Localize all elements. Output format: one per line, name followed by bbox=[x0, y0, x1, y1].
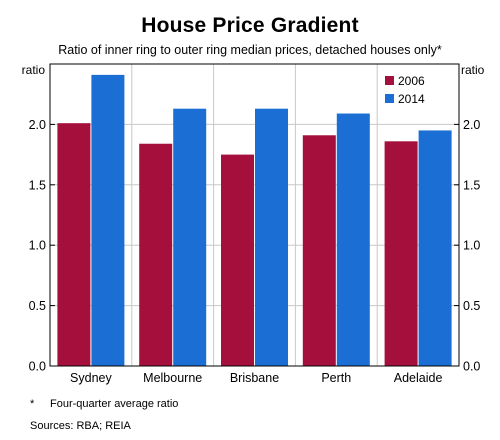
x-tick-label: Brisbane bbox=[230, 371, 279, 385]
bar-2006-melbourne bbox=[139, 143, 173, 366]
sources: Sources: RBA; REIA bbox=[30, 420, 131, 432]
y-tick-label-left: 0.0 bbox=[29, 360, 46, 374]
bar-2006-sydney bbox=[57, 123, 91, 366]
legend-swatch-2014 bbox=[385, 94, 394, 103]
bar-2014-melbourne bbox=[173, 108, 207, 367]
legend-label-2014: 2014 bbox=[398, 92, 425, 106]
bar-2006-perth bbox=[302, 135, 336, 366]
x-tick-label: Sydney bbox=[70, 371, 112, 385]
y-tick-label-right: 2.0 bbox=[463, 118, 480, 132]
x-tick-label: Melbourne bbox=[143, 371, 202, 385]
footnote-text: Four-quarter average ratio bbox=[50, 398, 179, 410]
y-axis-label-left: ratio bbox=[22, 63, 46, 77]
x-tick-label: Perth bbox=[321, 371, 351, 385]
bar-2006-adelaide bbox=[384, 141, 418, 366]
y-tick-label-right: 1.0 bbox=[463, 239, 480, 253]
chart-subtitle: Ratio of inner ring to outer ring median… bbox=[58, 43, 442, 57]
y-tick-label-left: 1.0 bbox=[29, 239, 46, 253]
y-tick-label-right: 1.5 bbox=[463, 178, 480, 192]
y-tick-label-right: 0.0 bbox=[463, 360, 480, 374]
footnote-marker: * bbox=[30, 398, 35, 410]
y-tick-label-left: 1.5 bbox=[29, 178, 46, 192]
y-tick-label-right: 0.5 bbox=[463, 299, 480, 313]
y-axis-label-right: ratio bbox=[461, 63, 485, 77]
bar-2006-brisbane bbox=[221, 154, 254, 366]
chart-title: House Price Gradient bbox=[141, 14, 359, 37]
y-tick-label-left: 2.0 bbox=[29, 118, 46, 132]
plot-frame bbox=[49, 63, 460, 367]
footnote: * Four-quarter average ratio bbox=[30, 398, 178, 410]
bar-2014-perth bbox=[336, 113, 370, 366]
bar-2014-sydney bbox=[91, 74, 125, 366]
legend-swatch-2006 bbox=[385, 76, 394, 85]
legend-label-2006: 2006 bbox=[398, 74, 425, 88]
bar-2014-adelaide bbox=[418, 130, 452, 366]
bar-2014-brisbane bbox=[255, 108, 288, 367]
y-tick-label-left: 0.5 bbox=[29, 299, 46, 313]
x-tick-label: Adelaide bbox=[394, 371, 443, 385]
